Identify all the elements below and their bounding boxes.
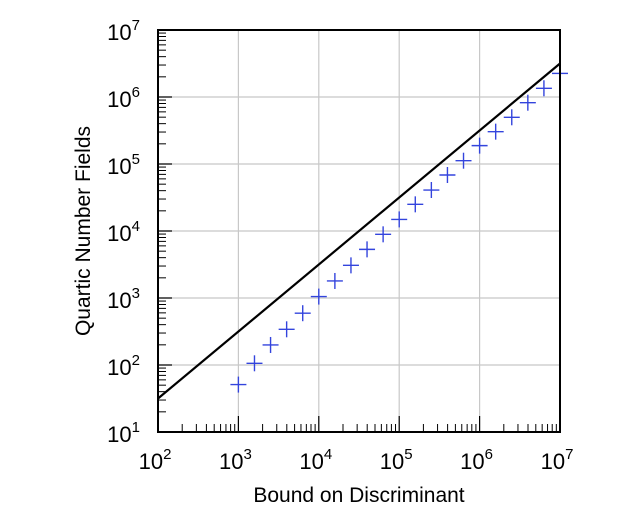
y-tick-label: 104 (107, 218, 140, 246)
reference-line (157, 62, 561, 400)
data-point (294, 305, 311, 322)
data-point (246, 355, 263, 372)
x-tick-label: 105 (380, 446, 413, 474)
data-point (407, 196, 424, 213)
plot-frame (157, 29, 561, 433)
data-point (535, 80, 552, 97)
x-tick-label: 103 (219, 446, 252, 474)
grid (158, 30, 560, 432)
x-tick-label: 104 (299, 446, 332, 474)
data-point (278, 321, 295, 338)
x-tick-labels: 102 103 104 105 106 107 (139, 446, 574, 474)
data-point (342, 257, 359, 274)
data-point (359, 241, 376, 258)
x-tick-label: 107 (541, 446, 574, 474)
x-axis-label: Bound on Discriminant (253, 484, 464, 507)
data-point (471, 137, 488, 154)
y-tick-label: 103 (107, 285, 140, 313)
minor-ticks (157, 32, 557, 433)
data-point (310, 288, 327, 305)
y-axis-label: Quartic Number Fields (72, 126, 95, 336)
y-tick-labels: 101 102 103 104 105 106 107 (107, 17, 140, 447)
y-tick-label: 106 (107, 84, 140, 112)
data-points (230, 65, 568, 393)
x-tick-label: 106 (460, 446, 493, 474)
y-tick-label: 101 (107, 419, 140, 447)
y-tick-label: 107 (107, 17, 140, 45)
data-point (391, 211, 408, 228)
y-tick-label: 105 (107, 151, 140, 179)
data-point (503, 109, 520, 126)
y-tick-label: 102 (107, 352, 140, 380)
data-point (455, 152, 472, 169)
x-tick-label: 102 (139, 446, 172, 474)
data-point (326, 272, 343, 289)
data-point (423, 182, 440, 199)
data-point (262, 336, 279, 353)
data-point (230, 376, 247, 393)
data-point (487, 123, 504, 140)
data-point (439, 167, 456, 184)
data-point (375, 226, 392, 243)
reference-line-group (157, 62, 561, 400)
data-point (519, 94, 536, 111)
